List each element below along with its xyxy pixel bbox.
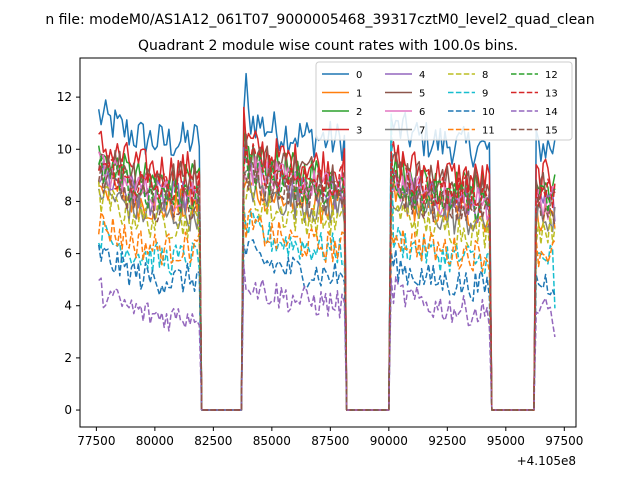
x-tick-label: 87500: [311, 434, 349, 448]
legend-label-1: 1: [356, 89, 362, 100]
series-line-15: [97, 158, 556, 411]
y-tick-label: 8: [64, 194, 72, 208]
series-line-14: [98, 264, 556, 411]
plot-area: [97, 72, 556, 411]
series-line-9: [97, 112, 556, 411]
x-axis: 77500 80000 82500 85000 87500 90000 92500 95000…: [77, 427, 583, 448]
series-line-10: [97, 239, 556, 411]
y-tick-label: 2: [64, 351, 72, 365]
x-tick-label: 80000: [136, 434, 174, 448]
y-tick-label: 4: [64, 299, 72, 313]
x-tick-label: 90000: [370, 434, 408, 448]
legend-label-15: 15: [545, 126, 558, 137]
chart-title: Quadrant 2 module wise count rates with …: [138, 38, 518, 54]
legend-label-3: 3: [356, 126, 362, 137]
x-tick-label: 95000: [487, 434, 525, 448]
legend-label-8: 8: [482, 70, 488, 81]
legend-label-2: 2: [356, 107, 362, 118]
legend-box: [315, 61, 573, 141]
legend-label-10: 10: [482, 107, 495, 118]
x-tick-label: 82500: [194, 434, 232, 448]
y-tick-label: 12: [57, 90, 72, 104]
series-line-11: [97, 208, 556, 411]
series-line-12: [97, 149, 556, 411]
legend-label-6: 6: [419, 107, 425, 118]
plot-frame: [79, 57, 577, 428]
figure-suptitle: n file: modeM0/AS1A12_061T07_9000005468_…: [45, 12, 594, 28]
x-tick-label: 77500: [77, 434, 115, 448]
x-tick-label: 92500: [428, 434, 466, 448]
legend-label-5: 5: [419, 89, 425, 100]
x-tick-label: 85000: [253, 434, 291, 448]
legend-label-12: 12: [545, 70, 558, 81]
series-line-6: [97, 151, 556, 411]
y-tick-label: 6: [64, 247, 72, 261]
legend-label-14: 14: [545, 107, 558, 118]
y-tick-label: 10: [57, 142, 72, 156]
series-line-13: [98, 143, 556, 411]
series-line-8: [97, 181, 556, 411]
legend-label-9: 9: [482, 89, 488, 100]
legend-label-13: 13: [545, 89, 558, 100]
x-tick-label: 97500: [545, 434, 583, 448]
legend-label-7: 7: [419, 126, 425, 137]
legend-label-0: 0: [356, 70, 362, 81]
y-axis: 0 2 4 6 8 10 12: [57, 90, 80, 417]
y-tick-label: 0: [64, 403, 72, 417]
legend-label-11: 11: [482, 126, 495, 137]
x-offset-label: +4.105e8: [517, 454, 576, 468]
legend-label-4: 4: [419, 70, 425, 81]
